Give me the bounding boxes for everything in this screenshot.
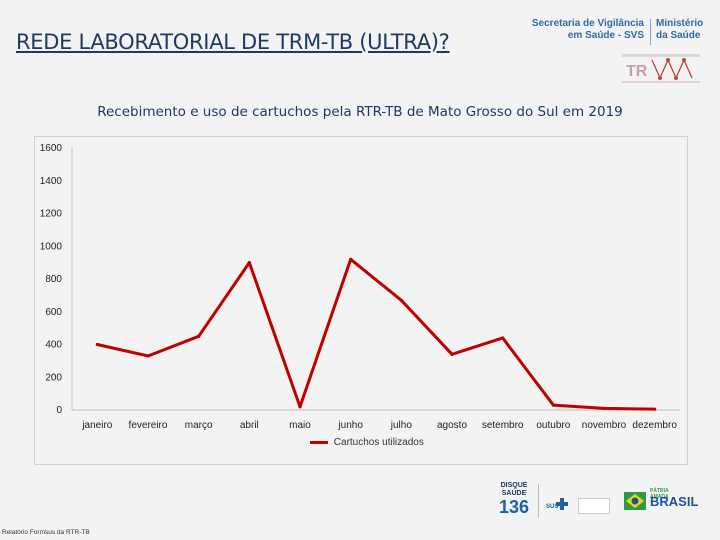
legend-label: Cartuchos utilizados xyxy=(333,437,424,448)
x-tick-label: maio xyxy=(289,420,311,431)
data-point xyxy=(450,352,454,356)
y-tick-label: 400 xyxy=(45,340,62,351)
plus-icon xyxy=(556,498,568,510)
data-point xyxy=(298,405,302,409)
data-point xyxy=(551,403,555,407)
svs-line-1: Secretaria de Vigilância xyxy=(531,18,644,29)
ministerio-line-2: da Saúde xyxy=(656,30,701,41)
x-tick-label: janeiro xyxy=(81,420,112,431)
data-point xyxy=(399,298,403,302)
x-tick-label: fevereiro xyxy=(129,420,168,431)
data-point xyxy=(95,342,99,347)
brasil-label: BRASIL xyxy=(650,494,699,509)
data-point xyxy=(197,334,201,338)
svs-ministerio-logo: Secretaria de Vigilância em Saúde - SVS … xyxy=(526,18,703,48)
svg-text:TR: TR xyxy=(626,63,648,80)
svs-line-2: em Saúde - SVS xyxy=(567,30,644,41)
data-point xyxy=(349,257,353,261)
x-tick-label: setembro xyxy=(482,420,524,431)
x-tick-label: agosto xyxy=(437,420,467,431)
ministerio-line-1: Ministério xyxy=(656,18,704,29)
y-tick-label: 1400 xyxy=(40,176,63,187)
brasil-logo: PÁTRIA AMADA BRASIL xyxy=(624,488,698,514)
y-tick-label: 600 xyxy=(45,307,62,318)
disque-label: DISQUE xyxy=(500,482,528,489)
legend-swatch xyxy=(310,440,328,444)
y-tick-label: 1200 xyxy=(40,209,63,220)
y-tick-label: 1000 xyxy=(40,241,63,252)
data-point xyxy=(146,354,150,358)
x-tick-label: dezembro xyxy=(632,420,677,431)
chart-legend: Cartuchos utilizados xyxy=(310,437,424,448)
patria-amada-label: PÁTRIA AMADA xyxy=(650,488,669,500)
y-tick-label: 800 xyxy=(45,274,62,285)
footer-logos: DISQUE SAÚDE 136 SUS PÁTRIA AMADA BRASIL xyxy=(494,482,698,522)
series-line xyxy=(97,257,655,411)
data-point xyxy=(653,407,657,411)
footer-divider xyxy=(538,484,539,518)
x-tick-label: novembro xyxy=(582,420,627,431)
disque-number: 136 xyxy=(498,497,530,517)
disque-saude-logo: DISQUE SAÚDE 136 xyxy=(494,482,534,516)
rede-network-logo: TR xyxy=(622,54,700,83)
x-tick-label: abril xyxy=(240,420,259,431)
slide-title: REDE LABORATORIAL DE TRM-TB (ULTRA)? xyxy=(16,30,450,54)
y-tick-label: 1600 xyxy=(40,143,63,154)
y-tick-label: 200 xyxy=(45,372,62,383)
data-point xyxy=(602,406,606,410)
x-tick-label: julho xyxy=(390,420,413,431)
chart-title: Recebimento e uso de cartuchos pela RTR-… xyxy=(97,104,623,120)
brazil-flag-icon xyxy=(624,492,646,510)
y-tick-label: 0 xyxy=(56,405,62,416)
x-tick-label: março xyxy=(185,420,213,431)
data-point xyxy=(247,261,251,265)
x-tick-label: outubro xyxy=(536,420,570,431)
x-tick-label: junho xyxy=(337,420,363,431)
logo-divider xyxy=(650,19,651,45)
saude-label: SAÚDE xyxy=(501,490,527,497)
data-point xyxy=(501,336,505,340)
sus-logo: SUS xyxy=(546,504,559,510)
partner-seal xyxy=(578,498,610,514)
source-note: Relatório Formsus da RTR-TB xyxy=(2,529,90,536)
